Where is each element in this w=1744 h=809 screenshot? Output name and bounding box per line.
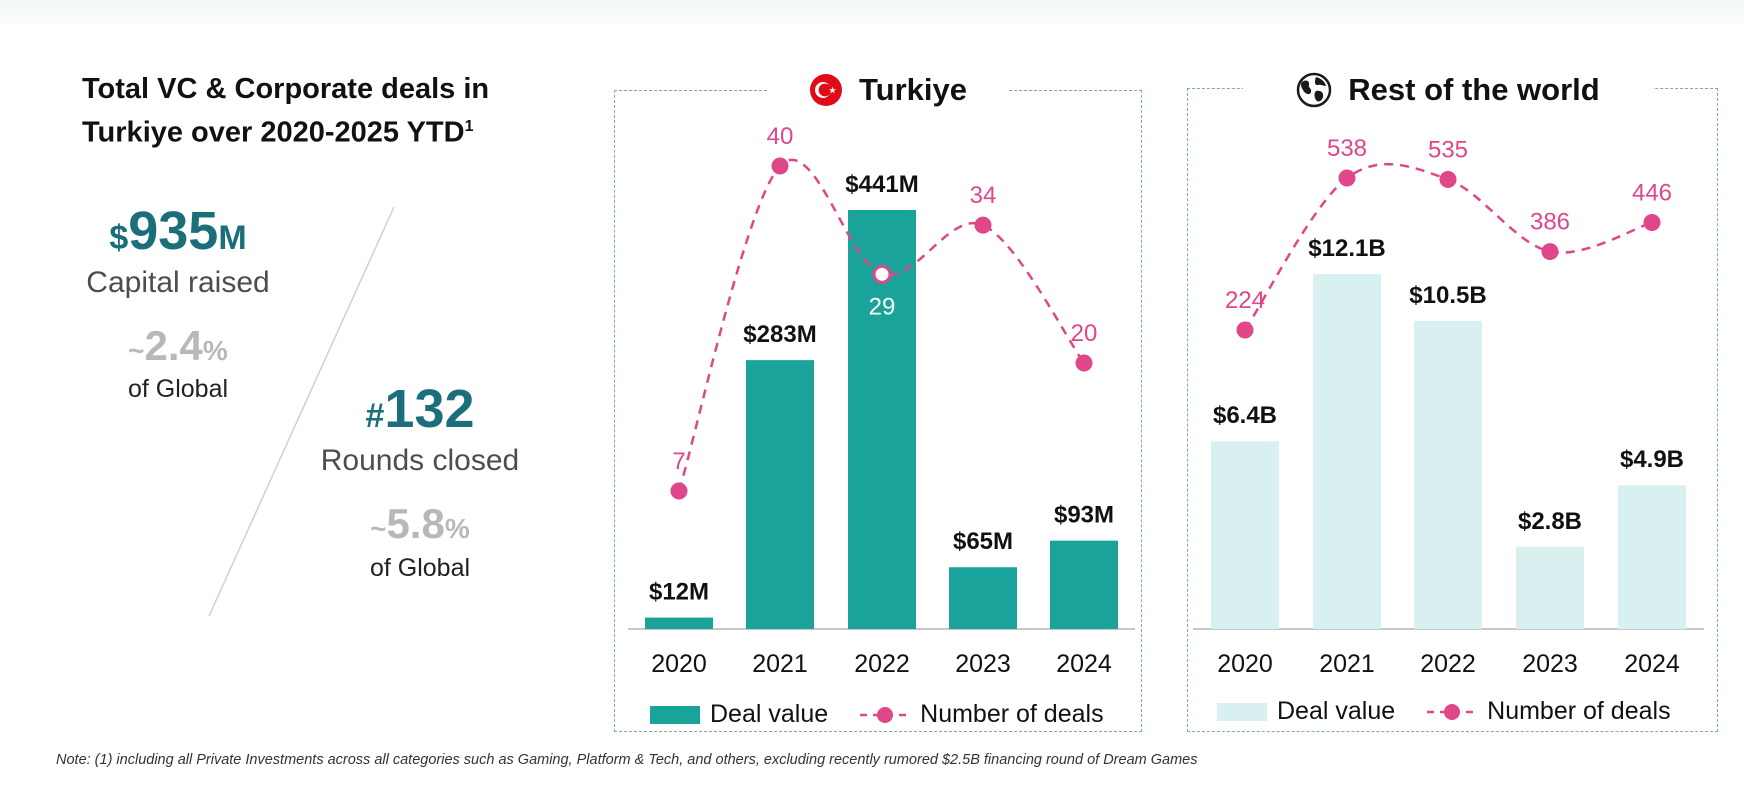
capital-share-number: 2.4 <box>144 322 203 369</box>
title-line-2: Turkiye over 2020-2025 YTD <box>82 116 465 149</box>
deals-label-2021: 40 <box>767 123 794 150</box>
deals-point-2023 <box>1541 243 1559 261</box>
capital-number: 935 <box>128 201 219 261</box>
bar-label-2024: $4.9B <box>1620 446 1684 473</box>
legend-bar-swatch <box>650 705 700 724</box>
bar-label-2023: $2.8B <box>1518 508 1582 535</box>
bar-2020 <box>1211 441 1279 629</box>
capital-raised-label: Capital raised <box>86 266 270 299</box>
legend-number-of-deals: Number of deals <box>920 700 1104 728</box>
deals-point-2021 <box>771 157 789 175</box>
title-footnote-marker: 1 <box>464 118 474 135</box>
capital-global-label: of Global <box>127 375 229 403</box>
bar-label-2023: $65M <box>953 528 1013 555</box>
rounds-number: 132 <box>384 379 475 439</box>
deals-point-2020 <box>1236 321 1254 339</box>
bar-label-2024: $93M <box>1054 502 1114 529</box>
bar-2023 <box>1516 546 1584 629</box>
x-tick-label-2021: 2021 <box>752 650 808 678</box>
deals-label-2020: 224 <box>1225 287 1265 314</box>
x-tick-label-2020: 2020 <box>1217 650 1273 678</box>
title-line-1: Total VC & Corporate deals in <box>82 73 490 105</box>
bar-2021 <box>1313 274 1381 629</box>
legend-deal-value: Deal value <box>710 700 829 728</box>
panel-turkiye-header: Turkiye <box>768 68 1008 112</box>
bar-label-2022: $10.5B <box>1409 282 1486 309</box>
top-band <box>0 0 1744 30</box>
bar-label-2020: $12M <box>649 579 709 606</box>
capital-share-prefix: ~ <box>128 335 145 366</box>
deals-point-2024 <box>1643 214 1661 232</box>
rounds-share-suffix: % <box>444 513 470 544</box>
deals-label-2024: 446 <box>1632 180 1672 207</box>
capital-global-share: ~2.4% <box>60 322 296 370</box>
bar-label-2020: $6.4B <box>1213 402 1277 429</box>
legend-deal-value: Deal value <box>1277 697 1396 725</box>
legend-turkiye: Deal value Number of deals <box>650 700 1104 729</box>
legend-bar-swatch <box>1217 702 1267 721</box>
deals-point-2023 <box>974 216 992 234</box>
legend-world: Deal value Number of deals <box>1217 697 1671 726</box>
bar-label-2021: $283M <box>743 321 816 348</box>
rounds-share-prefix: ~ <box>370 513 387 544</box>
deals-label-2023: 386 <box>1530 209 1570 236</box>
bar-2021 <box>746 360 814 629</box>
deals-label-2022: 535 <box>1428 136 1468 163</box>
x-tick-label-2024: 2024 <box>1056 650 1112 678</box>
x-tick-label-2023: 2023 <box>955 650 1011 678</box>
panel-turkiye-title: Turkiye <box>859 72 967 107</box>
deals-label-2021: 538 <box>1327 135 1367 162</box>
capital-raised-value: $935M <box>60 200 296 262</box>
deals-point-2024 <box>1075 354 1093 372</box>
panel-world-title: Rest of the world <box>1348 72 1600 107</box>
footnote: Note: (1) including all Private Investme… <box>56 752 1198 768</box>
rounds-closed-value: #132 <box>300 378 540 440</box>
bar-2023 <box>949 567 1017 629</box>
x-tick-label-2024: 2024 <box>1624 650 1680 678</box>
deals-point-2020 <box>670 482 688 500</box>
bar-2022 <box>1414 320 1482 629</box>
bar-2020 <box>645 617 713 629</box>
capital-suffix: M <box>218 219 247 257</box>
panel-world-header: Rest of the world <box>1243 68 1653 112</box>
rounds-closed-label: Rounds closed <box>320 444 520 477</box>
deals-point-2022 <box>872 264 892 284</box>
globe-icon <box>1297 72 1332 108</box>
x-tick-label-2022: 2022 <box>854 650 910 678</box>
page-title: Total VC & Corporate deals in Turkiye ov… <box>82 70 562 152</box>
rounds-global-label: of Global <box>369 554 471 582</box>
rounds-global-share: ~5.8% <box>300 500 540 548</box>
turkey-flag-icon <box>810 74 842 106</box>
x-tick-label-2022: 2022 <box>1420 650 1476 678</box>
deals-point-2021 <box>1338 169 1356 187</box>
capital-prefix: $ <box>109 219 129 257</box>
rounds-prefix: # <box>365 397 385 435</box>
deals-label-2024: 20 <box>1071 320 1098 347</box>
deals-label-2023: 34 <box>970 182 997 209</box>
rounds-share-number: 5.8 <box>386 500 445 547</box>
deals-label-2022: 29 <box>869 293 896 320</box>
deals-point-2022 <box>1439 170 1457 188</box>
legend-number-of-deals: Number of deals <box>1487 697 1671 725</box>
deals-label-2020: 7 <box>672 448 685 475</box>
legend-line-swatch <box>1427 703 1478 720</box>
legend-line-swatch <box>860 706 911 723</box>
x-tick-label-2023: 2023 <box>1522 650 1578 678</box>
bar-label-2021: $12.1B <box>1308 235 1385 262</box>
x-tick-label-2021: 2021 <box>1319 650 1375 678</box>
capital-share-suffix: % <box>202 335 228 366</box>
deals-line-0 <box>677 158 1086 492</box>
bar-label-2022: $441M <box>845 171 918 198</box>
bar-2024 <box>1618 485 1686 629</box>
bar-2024 <box>1050 540 1118 629</box>
x-tick-label-2020: 2020 <box>651 650 707 678</box>
